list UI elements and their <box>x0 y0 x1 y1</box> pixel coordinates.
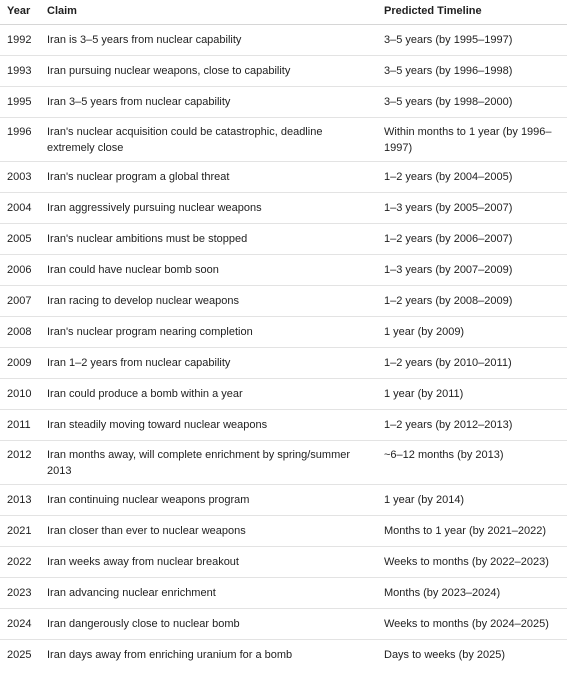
cell-year: 2010 <box>0 378 39 410</box>
cell-timeline: 1–2 years (by 2004–2005) <box>377 161 567 193</box>
table-row: 2012 Iran months away, will complete enr… <box>0 440 567 485</box>
cell-year: 2012 <box>0 440 39 485</box>
cell-timeline: 3–5 years (by 1995–1997) <box>377 24 567 56</box>
cell-year: 2006 <box>0 254 39 286</box>
cell-year: 2025 <box>7 649 32 661</box>
cell-timeline: 1–3 years (by 2005–2007) <box>377 192 567 224</box>
table-row: 1993 Iran pursuing nuclear weapons, clos… <box>0 55 567 87</box>
table-row: 2008 Iran's nuclear program nearing comp… <box>0 316 567 348</box>
cell-year: 2007 <box>0 285 39 317</box>
table-row: 2011 Iran steadily moving toward nuclear… <box>0 409 567 441</box>
cell-claim: Iran closer than ever to nuclear weapons <box>39 515 377 547</box>
table-row: 1992 Iran is 3–5 years from nuclear capa… <box>0 24 567 56</box>
cell-claim: Iran's nuclear program nearing completio… <box>39 316 377 348</box>
cell-claim: Iran could have nuclear bomb soon <box>39 254 377 286</box>
cell-year: 2004 <box>0 192 39 224</box>
cell-year: 2023 <box>0 577 39 609</box>
cell-claim: Iran months away, will complete enrichme… <box>39 440 377 485</box>
cell-timeline: 1–2 years (by 2008–2009) <box>377 285 567 317</box>
cell-year: 2013 <box>0 484 39 516</box>
cell-year: 2022 <box>0 546 39 578</box>
cell-year: 2005 <box>0 223 39 255</box>
table-row: 2004 Iran aggressively pursuing nuclear … <box>0 192 567 224</box>
table-row: 2009 Iran 1–2 years from nuclear capabil… <box>0 347 567 379</box>
cell-timeline: 1 year (by 2009) <box>377 316 567 348</box>
cell-year: 1992 <box>0 24 39 56</box>
table-row: 2007 Iran racing to develop nuclear weap… <box>0 285 567 317</box>
header-claim: Claim <box>39 0 377 25</box>
cell-timeline: Months (by 2023–2024) <box>377 577 567 609</box>
table-row: 1996 Iran's nuclear acquisition could be… <box>0 117 567 162</box>
cell-timeline: Days to weeks (by 2025) <box>384 649 506 661</box>
cell-timeline: 3–5 years (by 1998–2000) <box>377 86 567 118</box>
cell-year: 1995 <box>0 86 39 118</box>
table-row: 2013 Iran continuing nuclear weapons pro… <box>0 484 567 516</box>
cell-claim: Iran's nuclear acquisition could be cata… <box>39 117 377 162</box>
cell-timeline: 1–3 years (by 2007–2009) <box>377 254 567 286</box>
table-row: 2025 Iran days away from enriching urani… <box>0 640 567 671</box>
cell-claim: Iran continuing nuclear weapons program <box>39 484 377 516</box>
table-row: 2021 Iran closer than ever to nuclear we… <box>0 515 567 547</box>
table-row: 2005 Iran's nuclear ambitions must be st… <box>0 223 567 255</box>
cell-timeline: Weeks to months (by 2024–2025) <box>377 608 567 640</box>
cell-timeline: Weeks to months (by 2022–2023) <box>377 546 567 578</box>
table-row: 2024 Iran dangerously close to nuclear b… <box>0 608 567 640</box>
cell-timeline: 3–5 years (by 1996–1998) <box>377 55 567 87</box>
cell-year: 2021 <box>0 515 39 547</box>
table-row: 2010 Iran could produce a bomb within a … <box>0 378 567 410</box>
cell-timeline: 1–2 years (by 2010–2011) <box>377 347 567 379</box>
cell-claim: Iran is 3–5 years from nuclear capabilit… <box>39 24 377 56</box>
table-row: 2022 Iran weeks away from nuclear breako… <box>0 546 567 578</box>
cell-claim: Iran dangerously close to nuclear bomb <box>39 608 377 640</box>
table-row: 2003 Iran's nuclear program a global thr… <box>0 161 567 193</box>
cell-claim: Iran's nuclear ambitions must be stopped <box>39 223 377 255</box>
cell-claim: Iran 3–5 years from nuclear capability <box>39 86 377 118</box>
cell-timeline: 1–2 years (by 2012–2013) <box>377 409 567 441</box>
cell-year: 2011 <box>0 409 39 441</box>
cell-year: 1996 <box>0 117 39 162</box>
table-row: 1995 Iran 3–5 years from nuclear capabil… <box>0 86 567 118</box>
cell-claim: Iran pursuing nuclear weapons, close to … <box>39 55 377 87</box>
cell-year: 2003 <box>0 161 39 193</box>
header-predicted-timeline: Predicted Timeline <box>377 0 567 25</box>
cell-year: 2009 <box>0 347 39 379</box>
cell-claim: Iran advancing nuclear enrichment <box>39 577 377 609</box>
cell-year: 2008 <box>0 316 39 348</box>
cell-timeline: Within months to 1 year (by 1996–1997) <box>377 117 567 162</box>
cell-claim: Iran days away from enriching uranium fo… <box>47 649 293 661</box>
cell-timeline: Months to 1 year (by 2021–2022) <box>377 515 567 547</box>
header-row: Year Claim Predicted Timeline <box>0 0 567 25</box>
cell-claim: Iran's nuclear program a global threat <box>39 161 377 193</box>
cell-timeline: 1–2 years (by 2006–2007) <box>377 223 567 255</box>
cell-timeline: ~6–12 months (by 2013) <box>377 440 567 485</box>
cell-claim: Iran steadily moving toward nuclear weap… <box>39 409 377 441</box>
cell-claim: Iran aggressively pursuing nuclear weapo… <box>39 192 377 224</box>
header-year: Year <box>0 0 39 25</box>
cell-claim: Iran racing to develop nuclear weapons <box>39 285 377 317</box>
table-row: 2023 Iran advancing nuclear enrichment M… <box>0 577 567 609</box>
cell-year: 2024 <box>0 608 39 640</box>
cell-claim: Iran weeks away from nuclear breakout <box>39 546 377 578</box>
cell-year: 1993 <box>0 55 39 87</box>
table-row: 2006 Iran could have nuclear bomb soon 1… <box>0 254 567 286</box>
cell-timeline: 1 year (by 2014) <box>377 484 567 516</box>
cell-claim: Iran could produce a bomb within a year <box>39 378 377 410</box>
cell-timeline: 1 year (by 2011) <box>377 378 567 410</box>
cell-claim: Iran 1–2 years from nuclear capability <box>39 347 377 379</box>
